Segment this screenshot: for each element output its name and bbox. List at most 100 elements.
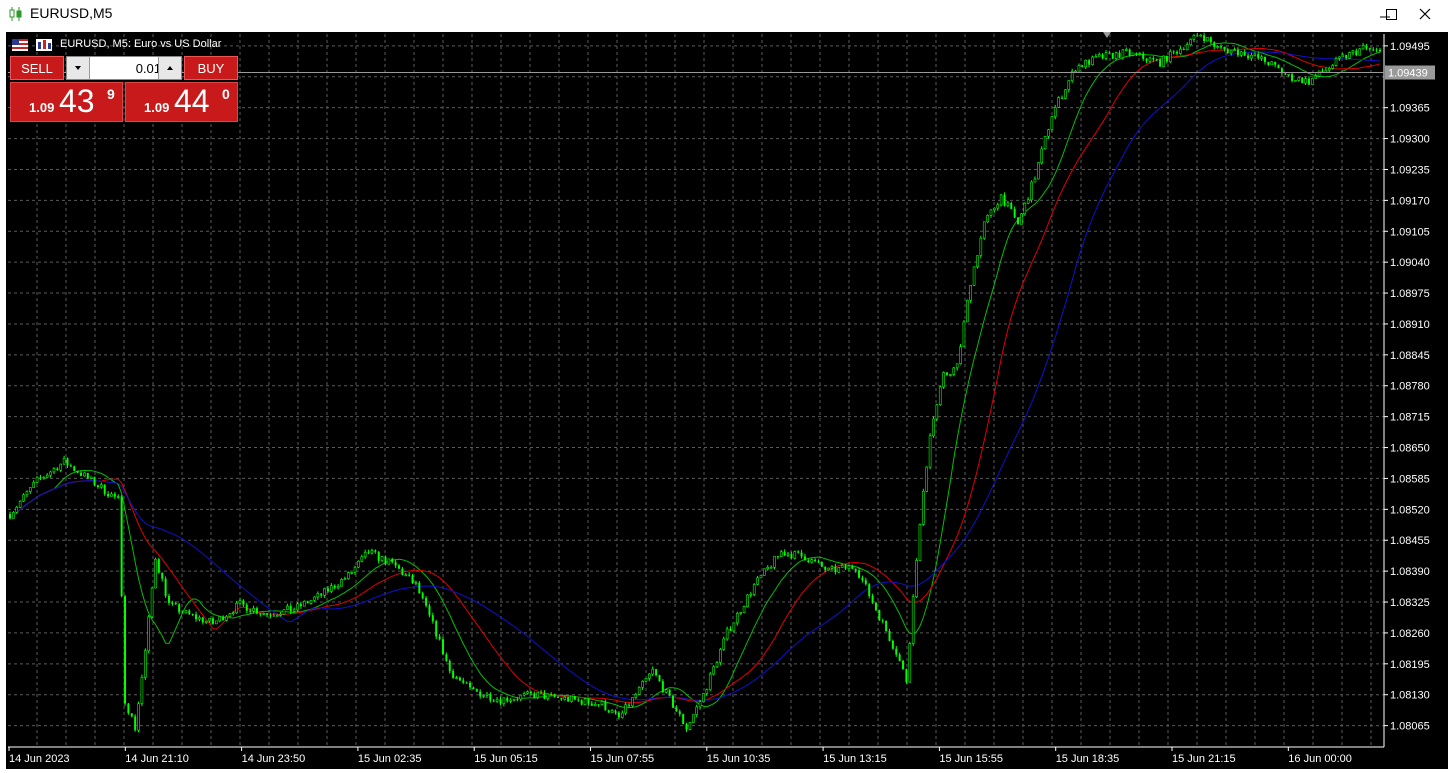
candle-body <box>438 636 441 640</box>
candle-body <box>593 704 597 707</box>
candle-body <box>377 551 380 561</box>
flag-icon <box>12 39 28 51</box>
candle-body <box>732 622 736 632</box>
candle-body <box>323 588 326 596</box>
candle-body <box>1033 178 1037 183</box>
candle-body <box>1061 97 1064 99</box>
time-axis-label: 15 Jun 13:15 <box>823 753 887 765</box>
candle-body <box>1013 208 1016 218</box>
candle-body <box>1142 53 1145 59</box>
time-axis-label: 15 Jun 05:15 <box>474 753 538 765</box>
close-button[interactable] <box>1402 0 1448 29</box>
candle-body <box>1324 69 1328 73</box>
candle-body <box>1118 52 1121 58</box>
price-axis-label: 1.08520 <box>1390 504 1430 516</box>
price-axis-label: 1.08390 <box>1390 566 1430 578</box>
candle-body <box>387 558 391 565</box>
candle-body <box>1003 194 1006 206</box>
sell-button[interactable]: SELL <box>10 56 64 80</box>
candle-body <box>1168 51 1172 63</box>
lot-increase-button[interactable] <box>158 57 181 79</box>
candle-body <box>837 567 841 573</box>
candle-body <box>1057 97 1060 108</box>
candle-body <box>874 602 877 611</box>
candle-body <box>786 553 790 556</box>
candle-body <box>925 466 929 492</box>
candle-body <box>962 321 966 347</box>
candle-body <box>1026 199 1030 204</box>
candle-body <box>996 204 1000 209</box>
candle-body <box>759 575 763 579</box>
candle-body <box>363 552 367 558</box>
candle-body <box>1185 44 1189 51</box>
bid-price[interactable]: 1.09 43 9 <box>10 82 123 122</box>
candle-body <box>739 612 742 614</box>
candle-body <box>824 566 827 570</box>
candle-body <box>83 472 86 477</box>
ask-price[interactable]: 1.09 44 0 <box>125 82 238 122</box>
candle-body <box>512 698 516 701</box>
candle-body <box>1216 46 1219 48</box>
lot-decrease-button[interactable] <box>67 57 90 79</box>
candle-body <box>793 551 797 559</box>
moving-average-line-2 <box>9 47 1381 704</box>
price-axis-label: 1.09300 <box>1390 134 1430 146</box>
maximize-button-area[interactable] <box>1368 0 1414 29</box>
candle-body <box>840 565 844 568</box>
bid-price-prefix: 1.09 <box>29 100 55 115</box>
candle-body <box>346 572 350 580</box>
candle-body <box>1097 54 1101 57</box>
candle-body <box>563 696 567 700</box>
ask-price-prefix: 1.09 <box>144 100 170 115</box>
candle-body <box>1297 77 1301 81</box>
chart-window[interactable]: 1.09495 1.09365 1.09300 1.09235 1.09170 1.091… <box>6 32 1448 769</box>
candle-body <box>306 601 309 604</box>
candle-body <box>1250 55 1253 59</box>
candle-body <box>1260 56 1263 59</box>
candle-body <box>401 568 404 575</box>
candle-body <box>1345 54 1348 59</box>
candle-body <box>790 554 793 559</box>
candle-body <box>140 677 144 705</box>
buy-button[interactable]: BUY <box>184 56 238 80</box>
candle-body <box>458 677 461 681</box>
candle-body <box>167 595 170 603</box>
candle-body <box>911 596 915 644</box>
price-axis-label: 1.09365 <box>1390 103 1430 115</box>
candle-body <box>89 476 93 479</box>
candle-body <box>719 649 722 663</box>
candle-body <box>1236 49 1239 56</box>
candle-body <box>1229 50 1233 54</box>
arrow-up-icon <box>167 66 173 70</box>
candle-body <box>1287 73 1290 76</box>
lot-size-input[interactable] <box>91 57 163 79</box>
candle-body <box>1081 65 1084 67</box>
minimize-button[interactable] <box>1362 0 1408 29</box>
candle-body <box>80 472 83 476</box>
candle-body <box>817 561 820 563</box>
candle-body <box>1240 51 1243 56</box>
candle-body <box>398 565 401 569</box>
candle-body <box>698 701 702 708</box>
candle-body <box>722 638 726 650</box>
candle-body <box>885 620 888 632</box>
candle-body <box>208 618 211 622</box>
price-chart[interactable]: 1.094951.093651.093001.092351.091701.091… <box>6 32 1448 769</box>
candle-body <box>540 692 543 694</box>
candle-body <box>215 620 218 625</box>
candle-body <box>637 686 641 695</box>
candle-body <box>211 618 214 624</box>
candle-body <box>1379 49 1381 52</box>
candle-body <box>76 470 79 473</box>
candle-body <box>675 707 678 712</box>
candle-body <box>938 386 942 405</box>
candle-body <box>489 694 492 701</box>
candle-body <box>858 570 861 578</box>
candle-body <box>577 699 580 701</box>
candle-body <box>982 221 986 239</box>
candle-body <box>472 687 475 690</box>
bid-price-pips: 43 <box>59 83 95 119</box>
candle-body <box>56 468 59 471</box>
candle-body <box>1020 213 1023 225</box>
window-titlebar: EURUSD,M5 <box>0 0 1454 29</box>
